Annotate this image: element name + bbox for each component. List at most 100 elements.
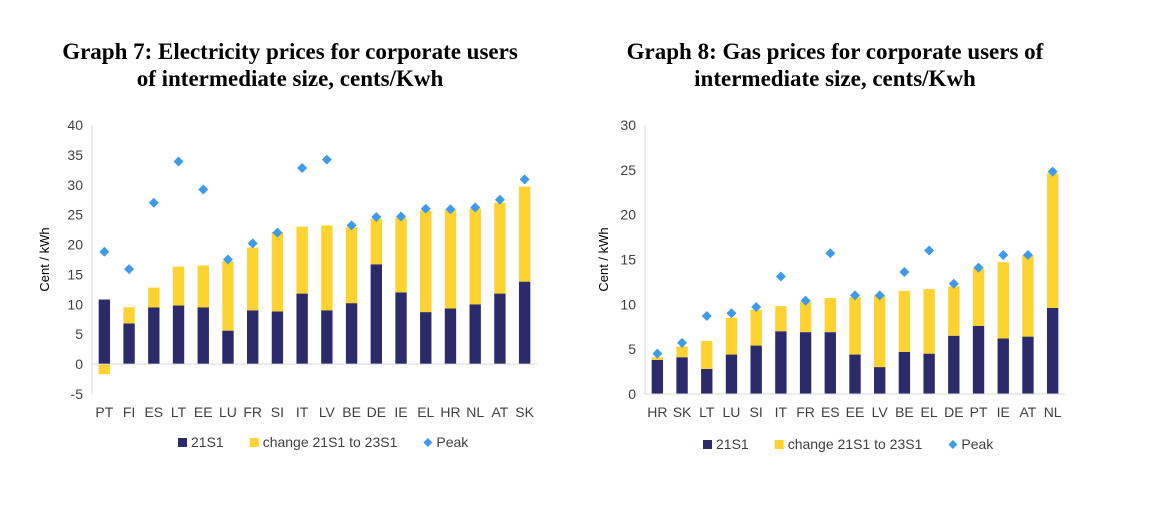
legend-label: change 21S1 to 23S1 — [263, 434, 398, 450]
x-tick-label: BE — [895, 404, 914, 420]
bar-change — [518, 186, 531, 282]
peak-marker — [775, 271, 786, 282]
bar-change — [948, 286, 960, 336]
bar-21s1 — [849, 354, 861, 394]
bar-change — [296, 226, 308, 294]
bar-21s1 — [676, 357, 688, 394]
y-tick-label: 30 — [620, 117, 636, 133]
bar-change — [874, 295, 886, 368]
legend-label: Peak — [961, 436, 994, 452]
peak-marker — [751, 302, 762, 313]
y-axis-label: Cent / kWh — [37, 227, 52, 291]
peak-marker — [124, 264, 135, 275]
bar-21s1 — [1046, 307, 1059, 394]
peak-marker — [800, 295, 811, 306]
peak-marker — [321, 154, 332, 165]
x-tick-label: ES — [144, 404, 163, 420]
x-tick-label: BE — [342, 404, 361, 420]
bar-21s1 — [296, 293, 308, 365]
bar-change — [321, 225, 333, 311]
y-tick-label: 10 — [620, 296, 636, 312]
peak-marker — [519, 174, 530, 185]
x-tick-label: NL — [1044, 404, 1062, 420]
x-tick-label: LT — [171, 404, 187, 420]
y-tick-label: 15 — [67, 266, 83, 282]
peak-marker — [701, 310, 712, 321]
y-tick-label: 0 — [75, 356, 83, 372]
bar-change — [395, 217, 407, 293]
x-tick-label: NL — [466, 404, 484, 420]
bar-21s1 — [824, 332, 836, 394]
chart-title-line: Graph 8: Gas prices for corporate users … — [626, 39, 1044, 64]
x-tick-label: ES — [821, 404, 840, 420]
peak-marker — [652, 348, 663, 359]
x-tick-label: LV — [872, 404, 889, 420]
x-tick-label: HR — [647, 404, 667, 420]
peak-marker — [247, 238, 258, 249]
x-tick-label: HR — [440, 404, 460, 420]
bar-21s1 — [651, 359, 664, 394]
y-tick-label: 40 — [67, 117, 83, 133]
bar-change — [494, 202, 506, 294]
peak-marker — [677, 337, 688, 348]
bar-change — [271, 232, 284, 312]
peak-marker — [346, 220, 357, 231]
x-tick-label: SI — [271, 404, 284, 420]
bar-change — [370, 218, 382, 265]
bar-21s1 — [420, 312, 432, 365]
bar-change — [123, 307, 135, 324]
bar-21s1 — [271, 311, 284, 365]
peak-marker — [272, 227, 283, 238]
bar-change — [197, 265, 209, 308]
x-tick-label: FR — [243, 404, 262, 420]
bar-change — [148, 287, 160, 308]
x-tick-label: DE — [367, 404, 386, 420]
legend-swatch — [249, 438, 259, 447]
x-tick-label: DE — [944, 404, 963, 420]
bar-change — [420, 210, 432, 313]
x-tick-label: PT — [95, 404, 113, 420]
peak-marker — [998, 250, 1009, 261]
peak-marker — [371, 212, 382, 223]
y-tick-label: 5 — [628, 341, 636, 357]
bar-21s1 — [725, 354, 738, 394]
bar-change — [172, 266, 185, 306]
legend-label: 21S1 — [716, 436, 749, 452]
x-tick-label: LU — [723, 404, 741, 420]
bar-21s1 — [948, 335, 960, 394]
bar-21s1 — [123, 323, 135, 365]
y-tick-label: 35 — [67, 147, 83, 163]
chart-title: Graph 7: Electricity prices for corporat… — [20, 38, 560, 92]
chart-title-line: intermediate size, cents/Kwh — [694, 66, 976, 91]
x-tick-label: PT — [970, 404, 988, 420]
bar-21s1 — [197, 307, 209, 365]
bar-21s1 — [701, 368, 713, 394]
peak-marker — [198, 184, 209, 195]
peak-marker — [470, 202, 481, 213]
peak-marker — [148, 197, 159, 208]
y-tick-label: 10 — [67, 296, 83, 312]
peak-marker — [99, 246, 110, 257]
chart-title-line: of intermediate size, cents/Kwh — [136, 66, 444, 91]
y-tick-label: 25 — [67, 207, 83, 223]
x-tick-label: AT — [491, 404, 508, 420]
bar-21s1 — [444, 308, 457, 365]
x-tick-label: EL — [417, 404, 434, 420]
x-tick-label: AT — [1020, 404, 1037, 420]
bar-21s1 — [321, 310, 333, 365]
bar-21s1 — [98, 299, 111, 365]
bar-21s1 — [923, 353, 935, 394]
peak-marker — [420, 203, 431, 214]
x-tick-label: FR — [796, 404, 815, 420]
bar-change — [750, 309, 762, 346]
peak-marker — [726, 308, 737, 319]
y-tick-label: 20 — [67, 237, 83, 253]
bar-change — [345, 227, 358, 304]
peak-marker — [973, 262, 984, 273]
legend-swatch — [178, 438, 187, 447]
x-tick-label: IT — [296, 404, 309, 420]
bar-21s1 — [222, 330, 234, 365]
legend-swatch — [703, 440, 712, 449]
peak-marker — [825, 248, 836, 259]
